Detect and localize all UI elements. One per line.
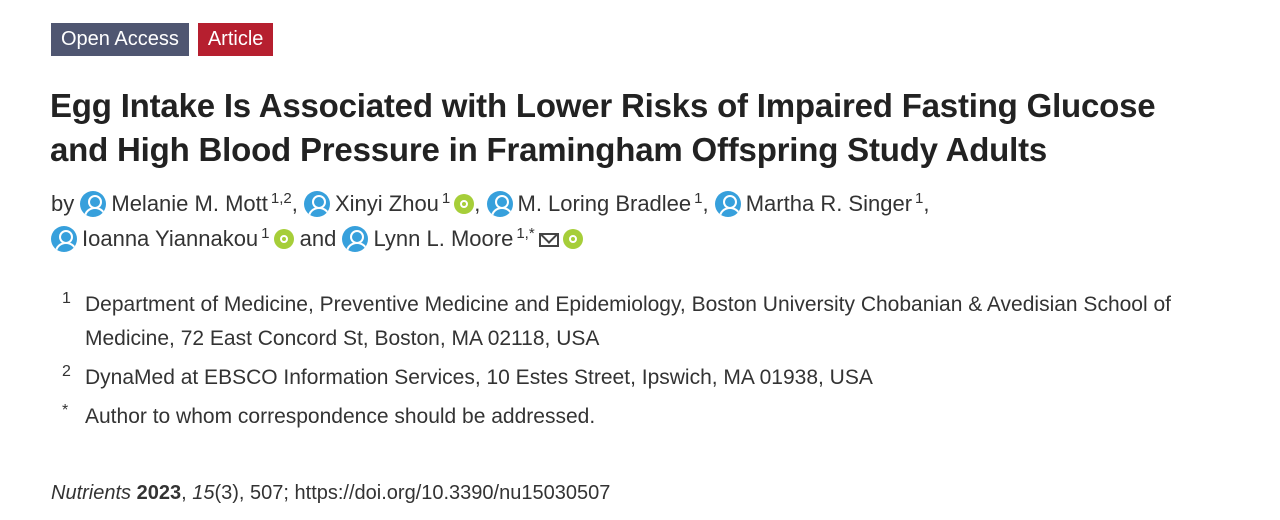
correspondence-note: Author to whom correspondence should be … bbox=[85, 405, 596, 428]
author-name[interactable]: Ioanna Yiannakou bbox=[82, 226, 259, 251]
author-affil-sup: 1,* bbox=[516, 225, 535, 242]
affiliation-text: DynaMed at EBSCO Information Services, 1… bbox=[85, 366, 873, 389]
user-avatar-icon bbox=[51, 226, 77, 252]
user-avatar-icon bbox=[714, 191, 741, 217]
title-line-2: and High Blood Pressure in Framingham Of… bbox=[50, 131, 1048, 168]
affiliation-text: Department of Medicine, Preventive Medic… bbox=[85, 293, 1171, 350]
citation-issue-page: (3), 507; bbox=[214, 482, 295, 504]
author-affil-sup: 1 bbox=[694, 190, 703, 207]
orcid-icon[interactable] bbox=[273, 229, 294, 249]
author-affil-sup: 1 bbox=[915, 190, 924, 207]
citation-year: 2023 bbox=[136, 482, 182, 504]
and-label: and bbox=[299, 226, 337, 251]
author-affil-sup: 1 bbox=[441, 190, 451, 207]
by-label: by bbox=[51, 191, 75, 216]
author-name[interactable]: Lynn L. Moore bbox=[373, 226, 514, 251]
affiliation-number: * bbox=[62, 402, 69, 419]
user-avatar-icon bbox=[80, 191, 107, 217]
author-item[interactable]: Ioanna Yiannakou 1 bbox=[51, 225, 294, 252]
author-list: by Melanie M. Mott 1,2, Xinyi Zhou 1, M. L… bbox=[51, 190, 930, 252]
orcid-icon[interactable] bbox=[562, 229, 583, 249]
orcid-icon[interactable] bbox=[454, 194, 475, 214]
affiliation-item: 1 Department of Medicine, Preventive Med… bbox=[62, 288, 1252, 356]
affiliation-number: 2 bbox=[62, 363, 71, 380]
affiliation-list: 1 Department of Medicine, Preventive Med… bbox=[62, 288, 1252, 439]
author-item[interactable]: Melanie M. Mott 1,2 bbox=[80, 190, 292, 217]
author-item[interactable]: Martha R. Singer 1 bbox=[714, 190, 924, 217]
author-item[interactable]: M. Loring Bradlee 1 bbox=[486, 190, 703, 217]
user-avatar-icon bbox=[486, 191, 513, 217]
user-avatar-icon bbox=[303, 191, 330, 217]
article-title: Egg Intake Is Associated with Lower Risk… bbox=[50, 84, 1275, 172]
author-item[interactable]: Lynn L. Moore 1,* bbox=[342, 225, 583, 252]
affiliation-item: * Author to whom correspondence should b… bbox=[62, 400, 1252, 434]
open-access-badge[interactable]: Open Access bbox=[51, 23, 189, 56]
user-avatar-icon bbox=[342, 226, 369, 252]
author-name[interactable]: Melanie M. Mott bbox=[111, 191, 268, 216]
doi-link[interactable]: https://doi.org/10.3390/nu15030507 bbox=[294, 482, 611, 504]
author-item[interactable]: Xinyi Zhou 1 bbox=[303, 190, 475, 217]
citation-line: Nutrients 2023, 15(3), 507; https://doi.… bbox=[51, 482, 611, 504]
author-affil-sup: 1 bbox=[261, 225, 270, 242]
article-type-badge[interactable]: Article bbox=[197, 23, 274, 56]
citation-volume: 15 bbox=[192, 482, 215, 504]
title-line-1: Egg Intake Is Associated with Lower Risk… bbox=[50, 87, 1156, 124]
affiliation-number: 1 bbox=[62, 290, 71, 307]
journal-name: Nutrients bbox=[51, 482, 132, 504]
author-name[interactable]: Xinyi Zhou bbox=[334, 191, 439, 216]
author-affil-sup: 1,2 bbox=[270, 190, 292, 207]
affiliation-item: 2 DynaMed at EBSCO Information Services,… bbox=[62, 361, 1252, 395]
author-name[interactable]: M. Loring Bradlee bbox=[517, 191, 692, 216]
mail-icon[interactable] bbox=[538, 233, 559, 247]
article-badges: Open Access Article bbox=[51, 23, 274, 56]
author-name[interactable]: Martha R. Singer bbox=[745, 191, 913, 216]
